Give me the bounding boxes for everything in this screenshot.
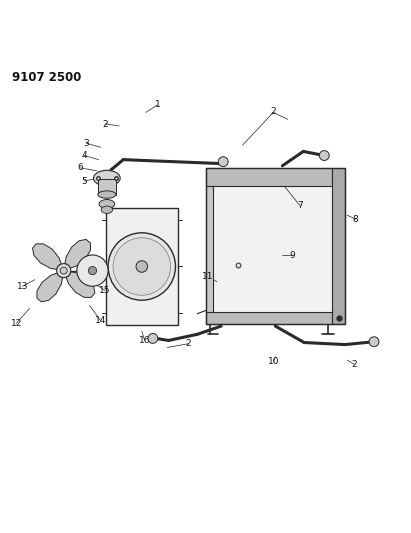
Polygon shape: [37, 273, 62, 302]
Circle shape: [148, 334, 158, 343]
Circle shape: [369, 337, 379, 346]
Text: 8: 8: [353, 215, 358, 224]
Text: 2: 2: [270, 107, 276, 116]
Ellipse shape: [94, 171, 120, 186]
Bar: [206, 312, 332, 324]
Text: 14: 14: [95, 316, 106, 325]
Text: 13: 13: [17, 282, 28, 290]
Text: 2: 2: [351, 360, 357, 369]
Text: 7: 7: [297, 201, 303, 210]
Ellipse shape: [101, 206, 113, 214]
Text: 6: 6: [77, 163, 83, 172]
Bar: [206, 168, 332, 187]
Circle shape: [108, 233, 175, 300]
Circle shape: [136, 261, 148, 272]
Text: 2: 2: [102, 120, 108, 129]
Polygon shape: [65, 239, 90, 268]
Text: 12: 12: [11, 319, 22, 328]
Bar: [332, 168, 345, 324]
Bar: [206, 168, 213, 324]
Text: 2: 2: [185, 340, 191, 348]
Text: 3: 3: [83, 139, 89, 148]
Text: 4: 4: [81, 151, 87, 160]
Text: 9: 9: [289, 251, 295, 260]
Circle shape: [57, 264, 71, 278]
Text: 1: 1: [155, 100, 161, 109]
Circle shape: [218, 157, 228, 167]
Circle shape: [77, 255, 108, 286]
Bar: [206, 168, 345, 324]
Polygon shape: [32, 244, 61, 269]
Text: 15: 15: [99, 286, 111, 295]
Text: 16: 16: [139, 336, 150, 345]
Circle shape: [319, 151, 329, 160]
Ellipse shape: [99, 199, 115, 208]
Text: 5: 5: [81, 176, 87, 185]
Text: 9107 2500: 9107 2500: [12, 71, 82, 84]
Ellipse shape: [98, 191, 116, 198]
Circle shape: [88, 266, 97, 274]
Circle shape: [60, 267, 67, 274]
Text: 10: 10: [268, 357, 279, 366]
Polygon shape: [66, 272, 95, 297]
Bar: [98, 179, 116, 195]
Bar: [213, 187, 332, 312]
Text: 11: 11: [202, 272, 213, 281]
Bar: [106, 208, 178, 325]
Circle shape: [113, 238, 171, 295]
